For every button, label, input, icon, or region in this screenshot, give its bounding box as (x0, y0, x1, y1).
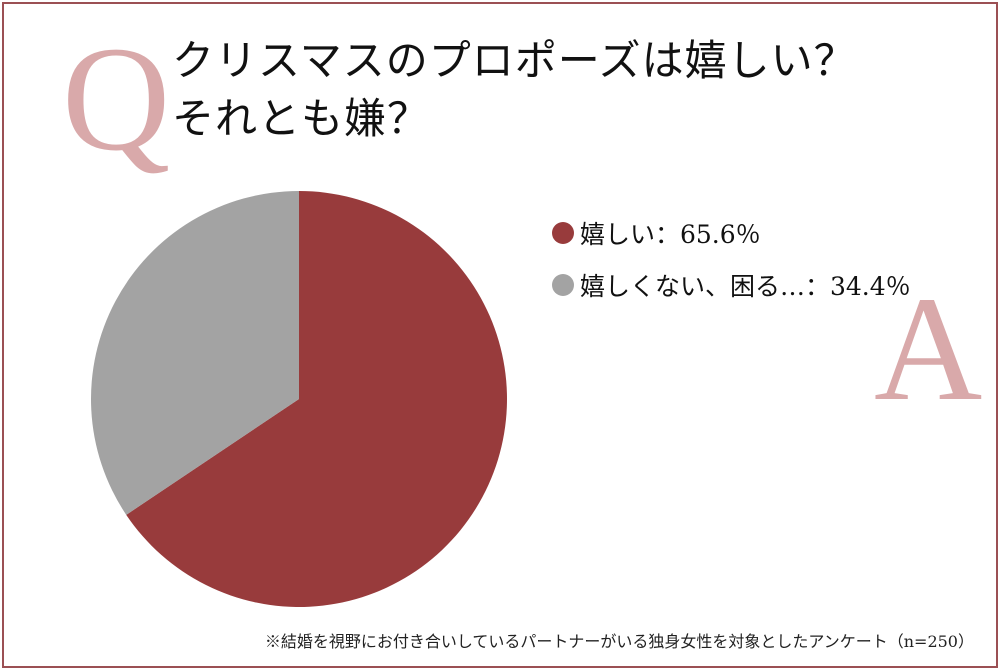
question-title: クリスマスのプロポーズは嬉しい？ それとも嫌？ (172, 32, 857, 148)
legend-label-happy: 嬉しい：65.6％ (580, 220, 761, 249)
legend-dot-troubled (552, 274, 574, 296)
question-line-2: それとも嫌？ (172, 94, 431, 143)
q-mark: Q (62, 16, 171, 182)
footnote: ※結婚を視野にお付き合いしているパートナーがいる独身女性を対象としたアンケート（… (264, 632, 974, 651)
question-line-1: クリスマスのプロポーズは嬉しい？ (172, 36, 857, 85)
pie-slice-happy (126, 191, 508, 607)
legend-item-happy: 嬉しい：65.6％ (552, 212, 911, 254)
legend-dot-happy (552, 222, 574, 244)
pie-chart-svg (90, 191, 508, 607)
legend-label-troubled: 嬉しくない、困る…：34.4％ (580, 272, 911, 301)
legend: 嬉しい：65.6％ 嬉しくない、困る…：34.4％ (552, 212, 911, 316)
pie-slice-troubled (90, 191, 299, 515)
legend-item-troubled: 嬉しくない、困る…：34.4％ (552, 264, 911, 306)
pie-chart (74, 174, 524, 624)
a-mark: A (874, 266, 983, 432)
